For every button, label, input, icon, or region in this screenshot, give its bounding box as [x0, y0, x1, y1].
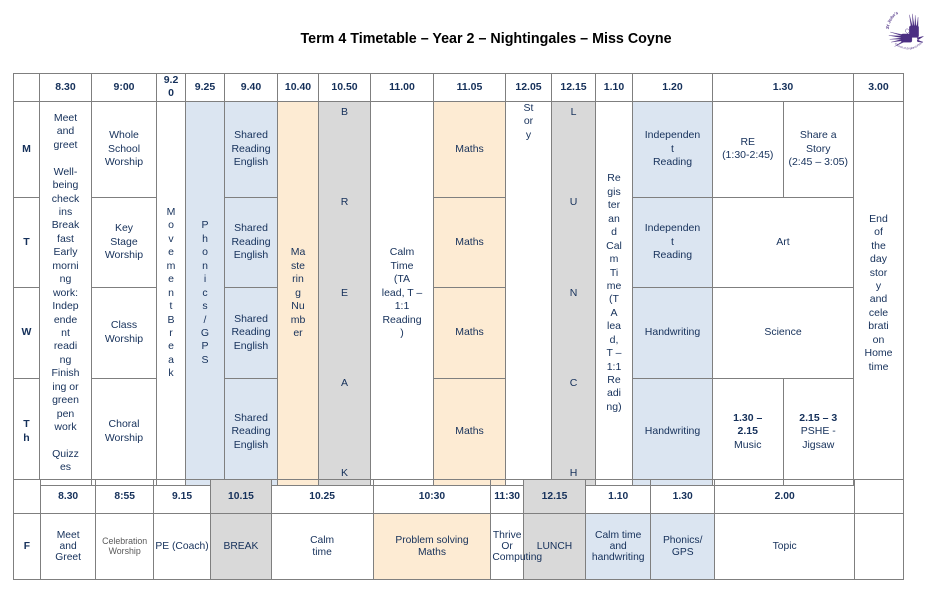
- svg-text:St John's: St John's: [885, 10, 900, 29]
